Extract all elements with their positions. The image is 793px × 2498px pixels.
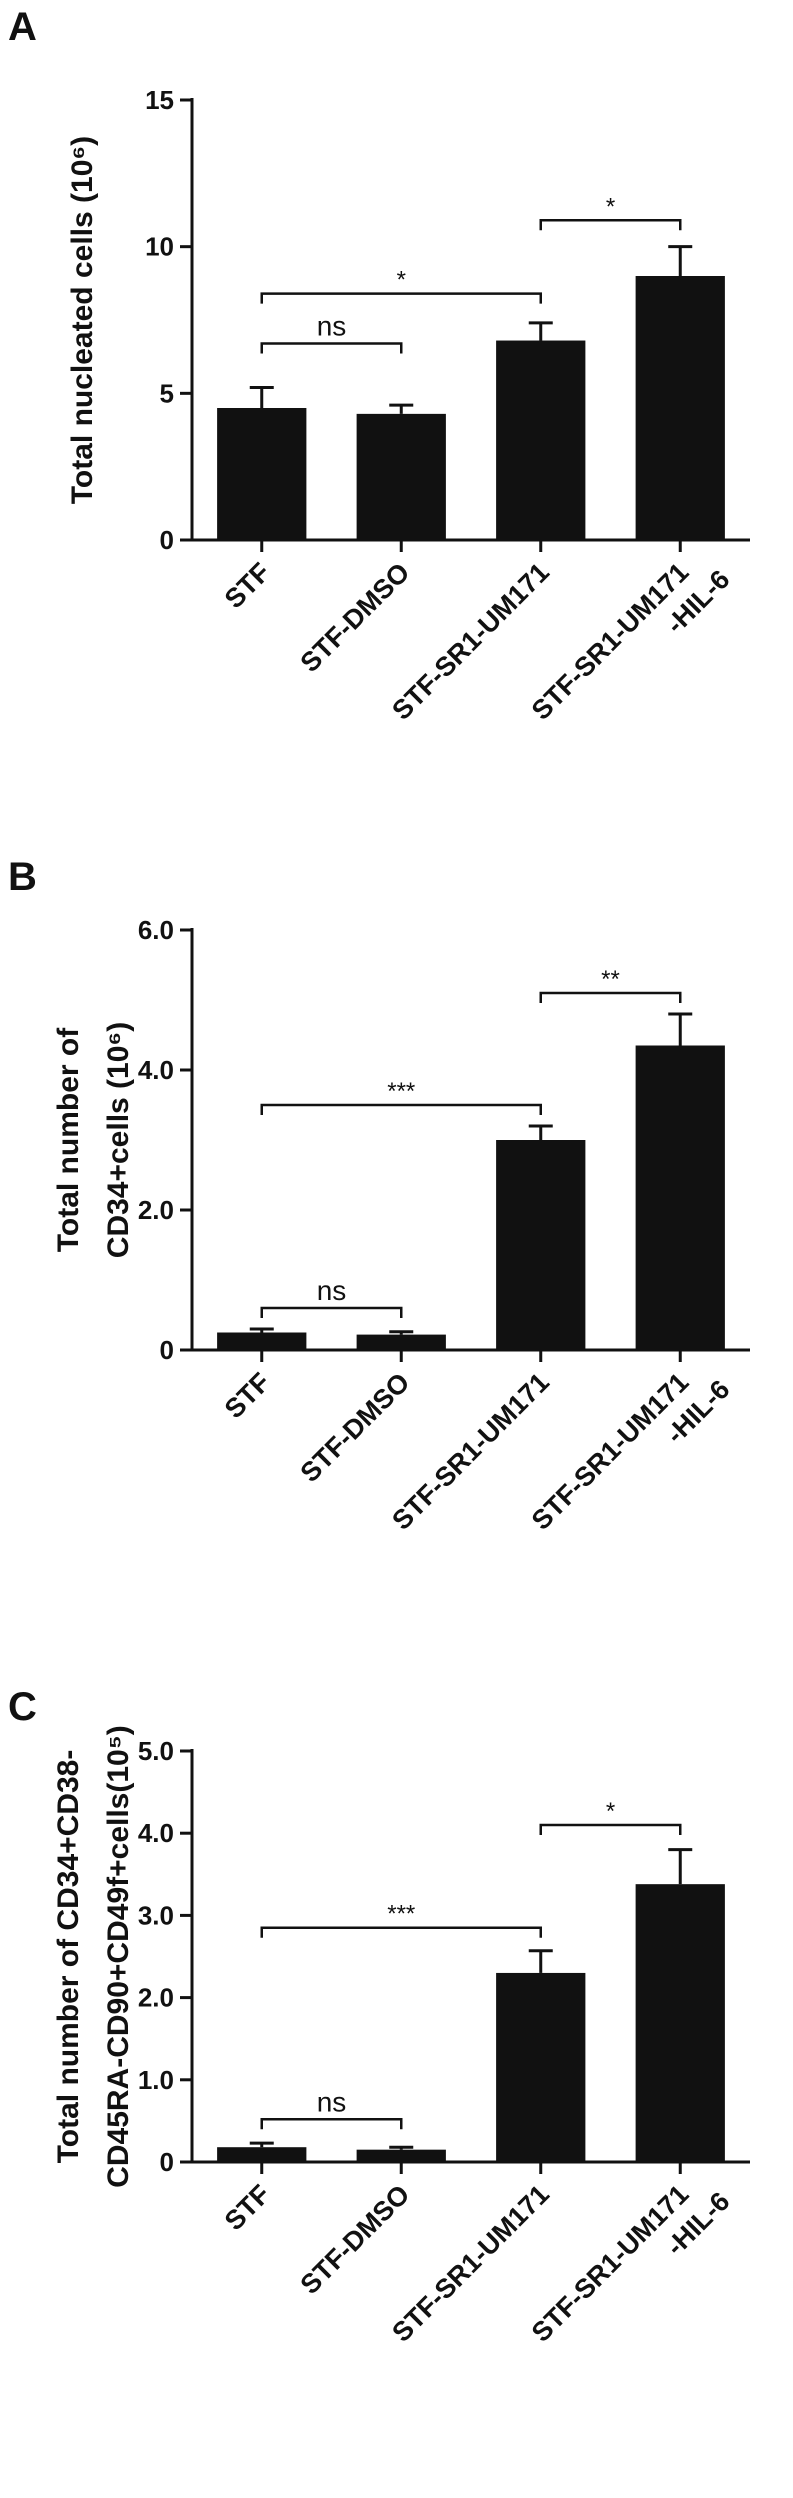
bar (356, 2149, 446, 2162)
y-tick-label: 10 (145, 232, 174, 262)
x-tick-label: STF-DMSO (295, 2179, 416, 2300)
y-axis-label: Total nucleated cells (10⁶) (66, 136, 99, 504)
significance-label: * (606, 1798, 615, 1825)
y-tick-label: 2.0 (138, 1983, 174, 2013)
significance-label: ** (601, 966, 620, 993)
bar (217, 2147, 307, 2162)
significance-bracket (260, 1103, 542, 1115)
y-tick-label: 15 (145, 85, 174, 115)
significance-label: ns (317, 310, 347, 341)
y-tick-label: 0 (160, 2147, 174, 2177)
bar (217, 1332, 307, 1350)
significance-label: *** (387, 1901, 415, 1928)
bar (217, 408, 307, 540)
chart-b: B 0 2.0 4.0 6.0 Total number of CD34+cells (10… (8, 855, 750, 1560)
y-tick-label: 2.0 (138, 1195, 174, 1225)
bar (496, 340, 586, 540)
x-tick-label: STF (219, 557, 276, 614)
x-tick-label: STF (219, 2179, 276, 2236)
bar (635, 276, 725, 540)
significance-bracket (260, 2118, 403, 2130)
panel-label: C (8, 1685, 37, 1729)
y-tick-label: 4.0 (138, 1055, 174, 1085)
x-tick-label: STF-SR1-UM171-HIL-6 (526, 540, 736, 750)
y-tick-label: 0 (160, 1335, 174, 1365)
y-tick-label: 6.0 (138, 915, 174, 945)
y-tick-label: 0 (160, 525, 174, 555)
bar (496, 1140, 586, 1350)
panel-b: B 0 2.0 4.0 6.0 Total number of CD34+cells (10… (0, 850, 793, 1680)
x-tick-label: STF-SR1-UM171-HIL-6 (526, 1350, 736, 1560)
significance-bracket (260, 292, 542, 304)
significance-label: ns (317, 2086, 347, 2117)
x-tick-label: STF-DMSO (295, 557, 416, 678)
y-tick-label: 1.0 (138, 2065, 174, 2095)
significance-label: *** (387, 1078, 415, 1105)
y-axis-label: Total number of CD34+cells (10⁶) (52, 1022, 135, 1258)
y-tick-label: 4.0 (138, 1818, 174, 1848)
significance-bracket (260, 1926, 542, 1938)
significance-bracket (539, 1823, 682, 1835)
bar (496, 1972, 586, 2162)
significance-bracket (260, 1306, 403, 1318)
panel-label: B (8, 855, 37, 899)
significance-label: * (606, 193, 615, 220)
significance-bracket (539, 219, 682, 231)
y-tick-label: 5.0 (138, 1736, 174, 1766)
x-tick-label: STF (219, 1367, 276, 1424)
panel-label: A (8, 5, 37, 49)
bar (635, 1884, 725, 2162)
significance-bracket (539, 991, 682, 1003)
bar (635, 1045, 725, 1350)
panel-c: C 0 1.0 2.0 3.0 4.0 5.0 Total number of CD34+CD… (0, 1680, 793, 2493)
significance-bracket (260, 342, 403, 354)
y-tick-label: 3.0 (138, 1900, 174, 1930)
panel-a: A 0 5 10 15 Total nucleated cells (10⁶) STF STF… (0, 0, 793, 850)
chart-a: A 0 5 10 15 Total nucleated cells (10⁶) STF STF… (8, 5, 750, 750)
bar (356, 1334, 446, 1350)
y-axis-label: Total number of CD34+CD38- CD45RA-CD90+CD… (52, 1725, 135, 2188)
significance-label: * (397, 267, 406, 294)
x-tick-label: STF-DMSO (295, 1367, 416, 1488)
bar (356, 413, 446, 540)
significance-label: ns (317, 1275, 347, 1306)
y-tick-label: 5 (160, 378, 174, 408)
x-tick-label: STF-SR1-UM171-HIL-6 (526, 2162, 736, 2372)
